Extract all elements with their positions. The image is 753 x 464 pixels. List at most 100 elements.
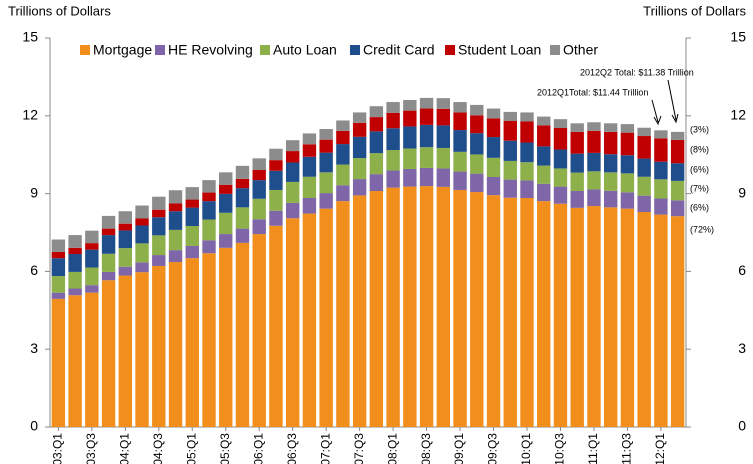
bar-segment bbox=[51, 239, 66, 252]
bar-segment bbox=[352, 122, 367, 137]
bar-segment bbox=[503, 120, 517, 141]
bar-segment bbox=[85, 285, 99, 293]
y2-tick-label: 0 bbox=[738, 418, 746, 434]
x-tick-label: 03:Q1 bbox=[51, 433, 65, 464]
bar-segment bbox=[302, 176, 317, 199]
bar-segment bbox=[603, 154, 618, 173]
x-tick-label: 08:Q1 bbox=[385, 433, 399, 464]
y2-tick-label: 6 bbox=[738, 262, 746, 278]
bar-segment bbox=[603, 123, 618, 132]
bar-segment bbox=[135, 205, 149, 219]
bar-segment bbox=[152, 255, 166, 266]
bar-segment bbox=[369, 153, 384, 175]
bar-segment bbox=[101, 235, 116, 254]
bar-segment bbox=[118, 230, 133, 249]
x-tick-label: 06:Q1 bbox=[251, 433, 265, 464]
legend-label: Other bbox=[563, 42, 598, 58]
bar-segment bbox=[369, 117, 384, 132]
bar-segment bbox=[85, 292, 99, 427]
bar-segment bbox=[620, 173, 635, 193]
bar-segment bbox=[520, 142, 534, 163]
bar-segment bbox=[654, 130, 668, 139]
arrow bbox=[651, 99, 662, 126]
bar-segment bbox=[553, 127, 568, 150]
bar-segment bbox=[620, 208, 635, 427]
bar-segment bbox=[101, 253, 116, 272]
bar-segment bbox=[202, 253, 216, 427]
bar-segment bbox=[302, 213, 317, 427]
bar-segment bbox=[135, 218, 149, 226]
bar-segment bbox=[185, 187, 199, 200]
bar-segment bbox=[252, 234, 266, 427]
bar-segment bbox=[403, 186, 417, 427]
x-tick-label: 07:Q1 bbox=[318, 433, 332, 464]
bar-segment bbox=[269, 170, 283, 190]
legend-label: Student Loan bbox=[458, 42, 541, 58]
y-tick-label: 0 bbox=[30, 418, 38, 434]
bar-segment bbox=[553, 149, 568, 169]
legend-swatch bbox=[260, 45, 270, 55]
bar-segment bbox=[520, 112, 534, 122]
bar-segment bbox=[219, 193, 233, 213]
bar-segment bbox=[235, 207, 250, 229]
legend-label: Mortgage bbox=[93, 42, 152, 58]
bar-segment bbox=[486, 157, 501, 178]
x-tick-label: 05:Q1 bbox=[184, 433, 198, 464]
bar-segment bbox=[68, 254, 82, 272]
bar-segment bbox=[470, 133, 484, 155]
bar-segment bbox=[670, 216, 685, 427]
bar-segment bbox=[85, 267, 99, 286]
legend-swatch bbox=[350, 45, 360, 55]
bar-segment bbox=[620, 192, 635, 209]
share-label: (6%) bbox=[690, 202, 709, 212]
bar-segment bbox=[219, 212, 233, 235]
bar-segment bbox=[51, 251, 66, 259]
bar-segment bbox=[587, 189, 601, 207]
bar-segment bbox=[670, 180, 685, 201]
bar-segment bbox=[570, 172, 584, 192]
bar-segment bbox=[168, 262, 183, 427]
y-tick-label: 12 bbox=[22, 107, 38, 123]
bar-segment bbox=[319, 139, 333, 153]
bar-segment bbox=[637, 158, 651, 177]
bar-segment bbox=[302, 156, 317, 177]
bar-segment bbox=[620, 124, 635, 133]
bar-segment bbox=[436, 98, 451, 109]
bar-segment bbox=[202, 219, 216, 241]
bar-segment bbox=[135, 243, 149, 263]
x-tick-label: 09:Q1 bbox=[452, 433, 466, 464]
bar-segment bbox=[152, 265, 166, 427]
legend-label: Credit Card bbox=[363, 42, 435, 58]
bar-segment bbox=[235, 165, 250, 179]
bar-segment bbox=[537, 183, 551, 202]
bar-segment bbox=[51, 298, 66, 427]
bar-segment bbox=[470, 104, 484, 116]
bar-segment bbox=[118, 223, 133, 231]
bar-segment bbox=[654, 161, 668, 180]
share-label: (72%) bbox=[690, 224, 714, 234]
x-tick-label: 05:Q3 bbox=[218, 433, 232, 464]
bar-segment bbox=[252, 170, 266, 181]
bar-segment bbox=[336, 144, 350, 165]
bar-segment bbox=[302, 133, 317, 145]
bar-segment bbox=[654, 138, 668, 162]
bar-segment bbox=[336, 201, 350, 427]
bar-segment bbox=[503, 160, 517, 180]
bar-segment bbox=[603, 172, 618, 191]
bar-segment bbox=[637, 195, 651, 213]
bar-segment bbox=[419, 97, 434, 109]
x-tick-label: 11:Q3 bbox=[620, 433, 634, 464]
bar-segment bbox=[587, 152, 601, 172]
bar-segment bbox=[202, 240, 216, 254]
bar-segment bbox=[101, 271, 116, 281]
y2-axis-title: Trillions of Dollars bbox=[643, 3, 746, 18]
bar-segment bbox=[537, 116, 551, 126]
bar-segment bbox=[185, 245, 199, 259]
bar-segment bbox=[285, 151, 300, 163]
bar-segment bbox=[537, 165, 551, 184]
x-tick-label: 08:Q3 bbox=[419, 433, 433, 464]
bar-segment bbox=[302, 198, 317, 214]
bar-segment bbox=[403, 168, 417, 187]
y2-tick-label: 12 bbox=[730, 107, 746, 123]
bar-segment bbox=[269, 160, 283, 171]
